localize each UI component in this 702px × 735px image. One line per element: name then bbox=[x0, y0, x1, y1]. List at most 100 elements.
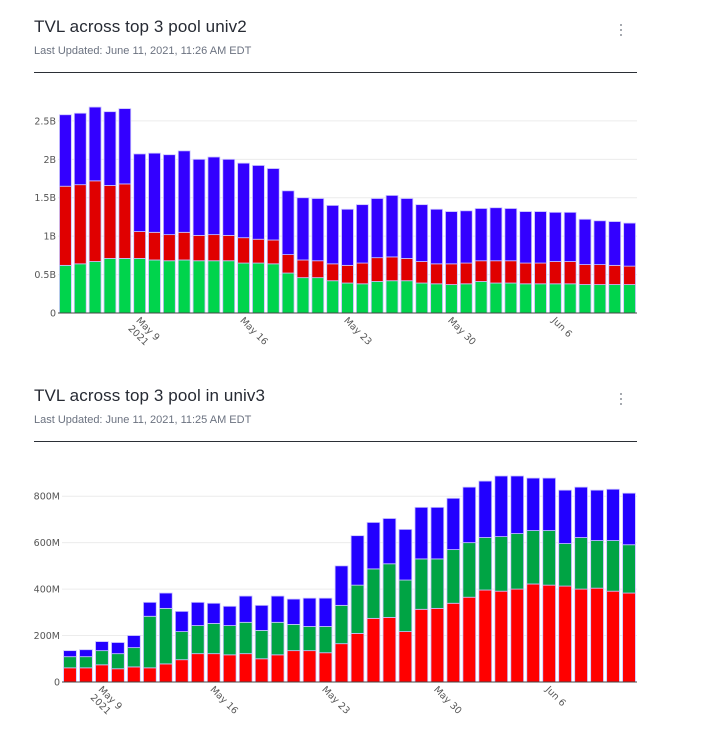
bar-segment-pool-green[interactable] bbox=[159, 607, 173, 665]
bar-segment-pool-green[interactable] bbox=[462, 542, 477, 598]
bar-segment-pool-red[interactable] bbox=[526, 583, 540, 683]
bar-segment-pool-blue[interactable] bbox=[237, 162, 250, 239]
bar-segment-pool-blue[interactable] bbox=[474, 208, 488, 262]
bar-segment-pool-red[interactable] bbox=[366, 617, 381, 683]
bar-segment-pool-green[interactable] bbox=[526, 530, 540, 585]
bar-segment-pool-red[interactable] bbox=[494, 590, 509, 683]
bar-segment-pool-blue[interactable] bbox=[563, 211, 577, 262]
bar-segment-pool-blue[interactable] bbox=[462, 486, 477, 544]
bar-segment-pool-blue[interactable] bbox=[534, 211, 547, 264]
bar-segment-pool-green[interactable] bbox=[478, 537, 493, 591]
bar-segment-pool-blue[interactable] bbox=[510, 475, 524, 534]
bar-segment-pool-green[interactable] bbox=[542, 530, 556, 586]
bar-segment-pool-green[interactable] bbox=[534, 283, 547, 314]
bar-segment-pool-blue[interactable] bbox=[281, 190, 295, 256]
bar-segment-pool-blue[interactable] bbox=[590, 489, 604, 541]
bar-segment-pool-red[interactable] bbox=[143, 667, 157, 683]
bar-segment-pool-blue[interactable] bbox=[148, 152, 161, 233]
bar-segment-pool-blue[interactable] bbox=[459, 210, 473, 264]
bar-segment-pool-blue[interactable] bbox=[542, 477, 556, 531]
bar-segment-pool-blue[interactable] bbox=[415, 204, 429, 262]
bar-segment-pool-blue[interactable] bbox=[238, 595, 253, 623]
bar-segment-pool-green[interactable] bbox=[489, 282, 503, 314]
bar-segment-pool-green[interactable] bbox=[382, 563, 397, 618]
bar-segment-pool-green[interactable] bbox=[222, 625, 237, 656]
bar-segment-pool-blue[interactable] bbox=[63, 650, 77, 658]
bar-segment-pool-blue[interactable] bbox=[318, 597, 333, 627]
bar-segment-pool-red[interactable] bbox=[252, 238, 265, 264]
bar-segment-pool-green[interactable] bbox=[143, 615, 157, 669]
bar-segment-pool-blue[interactable] bbox=[192, 158, 206, 236]
bar-segment-pool-blue[interactable] bbox=[622, 492, 636, 546]
bar-segment-pool-green[interactable] bbox=[192, 260, 206, 314]
bar-segment-pool-red[interactable] bbox=[286, 650, 301, 683]
bar-segment-pool-green[interactable] bbox=[558, 543, 572, 587]
bar-segment-pool-green[interactable] bbox=[73, 263, 87, 314]
bar-segment-pool-red[interactable] bbox=[237, 237, 250, 264]
bar-segment-pool-blue[interactable] bbox=[206, 602, 221, 624]
bar-segment-pool-blue[interactable] bbox=[175, 610, 189, 633]
bar-segment-pool-blue[interactable] bbox=[111, 642, 125, 655]
bar-segment-pool-red[interactable] bbox=[177, 231, 191, 261]
bar-segment-pool-green[interactable] bbox=[127, 647, 141, 668]
bar-segment-pool-green[interactable] bbox=[593, 284, 607, 314]
bar-segment-pool-green[interactable] bbox=[356, 283, 369, 314]
bar-segment-pool-blue[interactable] bbox=[159, 592, 173, 609]
bar-segment-pool-green[interactable] bbox=[190, 625, 205, 655]
bar-segment-pool-red[interactable] bbox=[519, 262, 532, 285]
bar-segment-pool-blue[interactable] bbox=[526, 477, 540, 531]
bar-segment-pool-green[interactable] bbox=[296, 277, 310, 314]
bar-segment-pool-red[interactable] bbox=[606, 590, 620, 683]
bar-segment-pool-red[interactable] bbox=[88, 180, 102, 262]
bar-segment-pool-green[interactable] bbox=[63, 656, 77, 669]
bar-segment-pool-red[interactable] bbox=[382, 617, 397, 683]
bar-segment-pool-blue[interactable] bbox=[574, 486, 588, 538]
bar-segment-pool-red[interactable] bbox=[127, 666, 141, 683]
bar-segment-pool-green[interactable] bbox=[430, 283, 443, 314]
bar-segment-pool-blue[interactable] bbox=[103, 111, 117, 186]
bar-segment-pool-green[interactable] bbox=[103, 258, 117, 314]
bar-segment-pool-red[interactable] bbox=[608, 264, 622, 285]
bar-segment-pool-green[interactable] bbox=[286, 623, 301, 652]
bar-segment-pool-red[interactable] bbox=[103, 185, 117, 259]
bar-segment-pool-blue[interactable] bbox=[623, 222, 636, 267]
bar-segment-pool-blue[interactable] bbox=[270, 595, 285, 623]
kebab-menu-icon[interactable] bbox=[613, 22, 629, 40]
bar-segment-pool-blue[interactable] bbox=[334, 565, 349, 606]
bar-segment-pool-green[interactable] bbox=[133, 258, 146, 314]
bar-segment-pool-green[interactable] bbox=[549, 283, 562, 314]
bar-segment-pool-green[interactable] bbox=[318, 626, 333, 654]
bar-segment-pool-blue[interactable] bbox=[95, 641, 109, 652]
bar-segment-pool-green[interactable] bbox=[474, 281, 488, 314]
bar-segment-pool-red[interactable] bbox=[574, 588, 588, 683]
bar-segment-pool-green[interactable] bbox=[563, 283, 577, 314]
bar-segment-pool-blue[interactable] bbox=[73, 112, 87, 186]
bar-segment-pool-red[interactable] bbox=[318, 652, 333, 683]
bar-segment-pool-green[interactable] bbox=[222, 260, 236, 314]
bar-segment-pool-blue[interactable] bbox=[606, 488, 620, 541]
bar-segment-pool-red[interactable] bbox=[350, 633, 365, 683]
bar-segment-pool-green[interactable] bbox=[504, 282, 518, 314]
bar-segment-pool-blue[interactable] bbox=[177, 150, 191, 233]
bar-segment-pool-red[interactable] bbox=[446, 602, 461, 683]
bar-segment-pool-green[interactable] bbox=[95, 650, 109, 666]
bar-segment-pool-green[interactable] bbox=[623, 284, 636, 314]
bar-segment-pool-blue[interactable] bbox=[296, 197, 310, 261]
bar-segment-pool-red[interactable] bbox=[334, 643, 349, 683]
bar-segment-pool-red[interactable] bbox=[445, 263, 458, 285]
bar-segment-pool-blue[interactable] bbox=[222, 158, 236, 236]
bar-segment-pool-red[interactable] bbox=[549, 261, 562, 285]
bar-segment-pool-green[interactable] bbox=[590, 540, 604, 589]
bar-segment-pool-green[interactable] bbox=[350, 584, 365, 634]
bar-segment-pool-red[interactable] bbox=[266, 239, 280, 265]
bar-segment-pool-blue[interactable] bbox=[478, 480, 493, 538]
bar-segment-pool-blue[interactable] bbox=[127, 635, 141, 649]
bar-segment-pool-blue[interactable] bbox=[430, 208, 443, 265]
bar-segment-pool-red[interactable] bbox=[504, 260, 518, 284]
bar-segment-pool-blue[interactable] bbox=[578, 218, 592, 265]
bar-segment-pool-blue[interactable] bbox=[494, 475, 509, 538]
bar-segment-pool-red[interactable] bbox=[254, 658, 269, 683]
bar-segment-pool-red[interactable] bbox=[622, 592, 636, 683]
bar-segment-pool-red[interactable] bbox=[459, 262, 473, 285]
bar-segment-pool-green[interactable] bbox=[266, 263, 280, 314]
